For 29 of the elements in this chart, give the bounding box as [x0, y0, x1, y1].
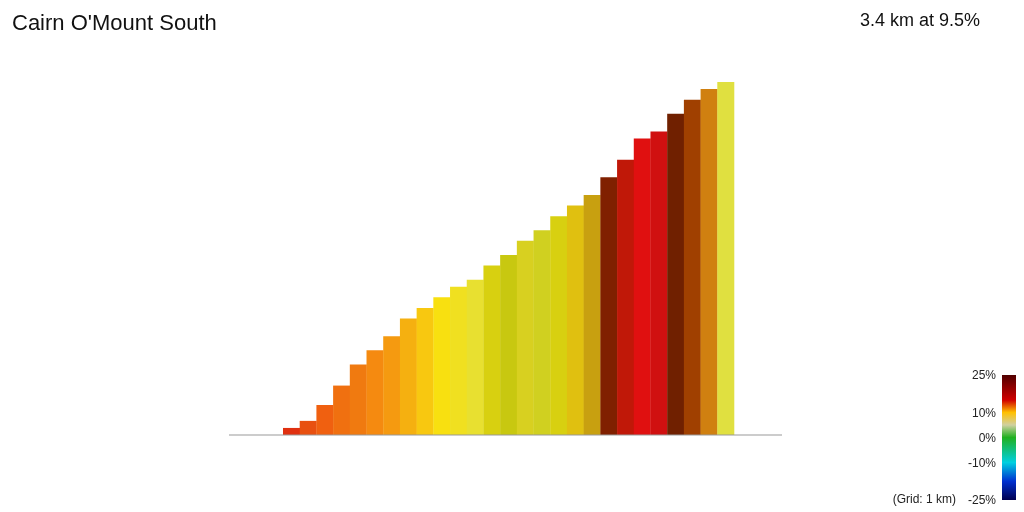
color-bar-label: 25%	[971, 368, 997, 383]
bar	[683, 99, 701, 435]
bar	[366, 350, 384, 435]
bar	[433, 297, 451, 435]
bar	[483, 265, 501, 435]
bar	[316, 405, 334, 435]
bar	[500, 254, 518, 435]
color-bar-label: -10%	[967, 455, 997, 470]
color-bar-label: -25%	[967, 493, 997, 508]
bar	[383, 336, 401, 435]
color-bar-label: 0%	[978, 430, 997, 445]
text: (Grid: 1 km)	[892, 492, 956, 506]
bar	[617, 159, 635, 435]
bar	[450, 286, 468, 435]
bar	[650, 131, 668, 435]
bar	[566, 205, 584, 435]
bar	[633, 138, 651, 435]
bar	[600, 177, 618, 435]
bar	[667, 113, 685, 435]
bar	[550, 216, 568, 435]
bar	[399, 318, 417, 435]
bar	[717, 82, 735, 435]
text: 3.4 km at 9.5%	[859, 10, 980, 31]
bar	[700, 89, 718, 435]
bar	[583, 194, 601, 435]
bar	[466, 279, 484, 435]
color-bar-label: 10%	[971, 405, 997, 420]
bar	[416, 307, 434, 435]
chart-title: Cairn O'Mount South	[12, 10, 217, 36]
